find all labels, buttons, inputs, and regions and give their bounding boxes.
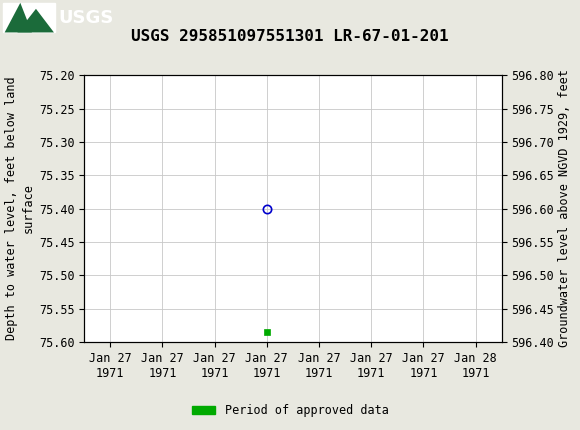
Y-axis label: Groundwater level above NGVD 1929, feet: Groundwater level above NGVD 1929, feet — [559, 70, 571, 347]
Legend: Period of approved data: Period of approved data — [187, 399, 393, 422]
Text: USGS: USGS — [58, 9, 113, 27]
Polygon shape — [5, 3, 32, 32]
Y-axis label: Depth to water level, feet below land
surface: Depth to water level, feet below land su… — [5, 77, 35, 341]
Bar — [3, 3, 55, 32]
Polygon shape — [17, 9, 54, 32]
Text: USGS 295851097551301 LR-67-01-201: USGS 295851097551301 LR-67-01-201 — [131, 29, 449, 44]
